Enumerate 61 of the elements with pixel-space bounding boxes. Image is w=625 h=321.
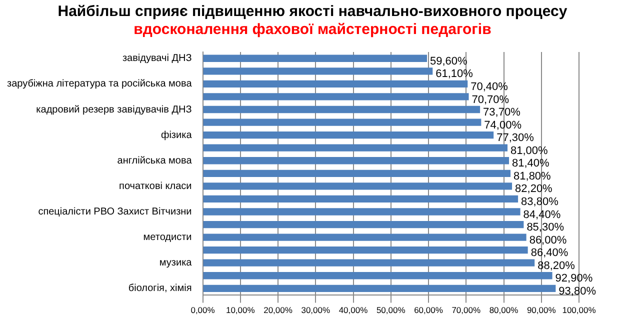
x-tick-label: 90,00% <box>526 305 556 316</box>
x-tick-label: 40,00% <box>338 305 368 316</box>
bar <box>203 93 469 100</box>
data-label: 81,80% <box>514 170 552 182</box>
data-label: 85,30% <box>526 222 564 234</box>
x-tick-label: 10,00% <box>226 305 256 316</box>
data-label: 83,80% <box>521 196 559 208</box>
x-tick-label: 100,00% <box>562 305 596 316</box>
y-tick-label: завідувачі ДНЗ <box>122 53 192 64</box>
x-tick-label: 30,00% <box>301 305 330 316</box>
bar <box>203 80 468 88</box>
data-label: 93,80% <box>558 285 596 298</box>
bar <box>203 259 535 266</box>
bar <box>203 144 508 152</box>
data-label: 81,40% <box>512 158 550 170</box>
data-label: 70,40% <box>470 80 508 93</box>
bar <box>203 157 510 164</box>
data-label: 86,40% <box>530 247 568 260</box>
bar <box>203 170 511 177</box>
x-tick-label: 20,00% <box>264 305 293 316</box>
bar <box>203 131 494 139</box>
data-label: 88,20% <box>538 260 576 272</box>
x-tick-label: 80,00% <box>489 305 519 316</box>
bar <box>203 220 524 228</box>
bar <box>203 68 433 75</box>
y-tick-label: кадровий резерв завідувачів ДНЗ <box>36 104 192 116</box>
y-tick-label: спеціалісти РВО Захист Вітчизни <box>38 206 192 218</box>
bar <box>203 284 556 292</box>
bar <box>203 106 480 114</box>
y-tick-label: зарубіжна література та російська мова <box>6 78 192 90</box>
x-tick-label: 70,00% <box>452 305 481 316</box>
data-label: 82,20% <box>515 183 553 196</box>
y-tick-label: методисти <box>143 232 192 244</box>
data-label: 70,70% <box>472 94 510 106</box>
chart-title: Найбільш сприяє підвищенню якості навчально-виховного процесу <box>58 3 568 20</box>
data-label: 74,00% <box>484 119 522 132</box>
bar <box>203 272 552 280</box>
data-label: 77,30% <box>496 132 534 144</box>
y-tick-label: початкові класи <box>119 180 192 192</box>
bar <box>203 54 427 62</box>
data-label: 61,10% <box>436 68 474 80</box>
x-tick-label: 50,00% <box>376 305 406 316</box>
chart-subtitle: вдосконалення фахової майстерності педагогів <box>134 21 492 38</box>
x-tick-label: 60,00% <box>414 305 444 316</box>
y-tick-label: музика <box>159 258 192 269</box>
data-label: 73,70% <box>483 106 521 119</box>
x-tick-label: 0,00% <box>190 305 216 316</box>
data-label: 84,40% <box>523 208 561 221</box>
y-tick-label: англійська мова <box>117 155 192 166</box>
bar <box>203 234 526 241</box>
data-label: 92,90% <box>555 272 593 285</box>
bar <box>203 118 482 126</box>
data-label: 86,00% <box>529 234 567 246</box>
data-label: 81,00% <box>510 144 548 157</box>
data-label: 59,60% <box>430 55 468 68</box>
bar <box>203 208 520 216</box>
bar <box>203 195 518 203</box>
y-tick-label: біологія, хімія <box>128 283 192 294</box>
bar <box>203 246 528 254</box>
bar <box>203 182 512 190</box>
y-tick-label: фізика <box>160 130 192 141</box>
